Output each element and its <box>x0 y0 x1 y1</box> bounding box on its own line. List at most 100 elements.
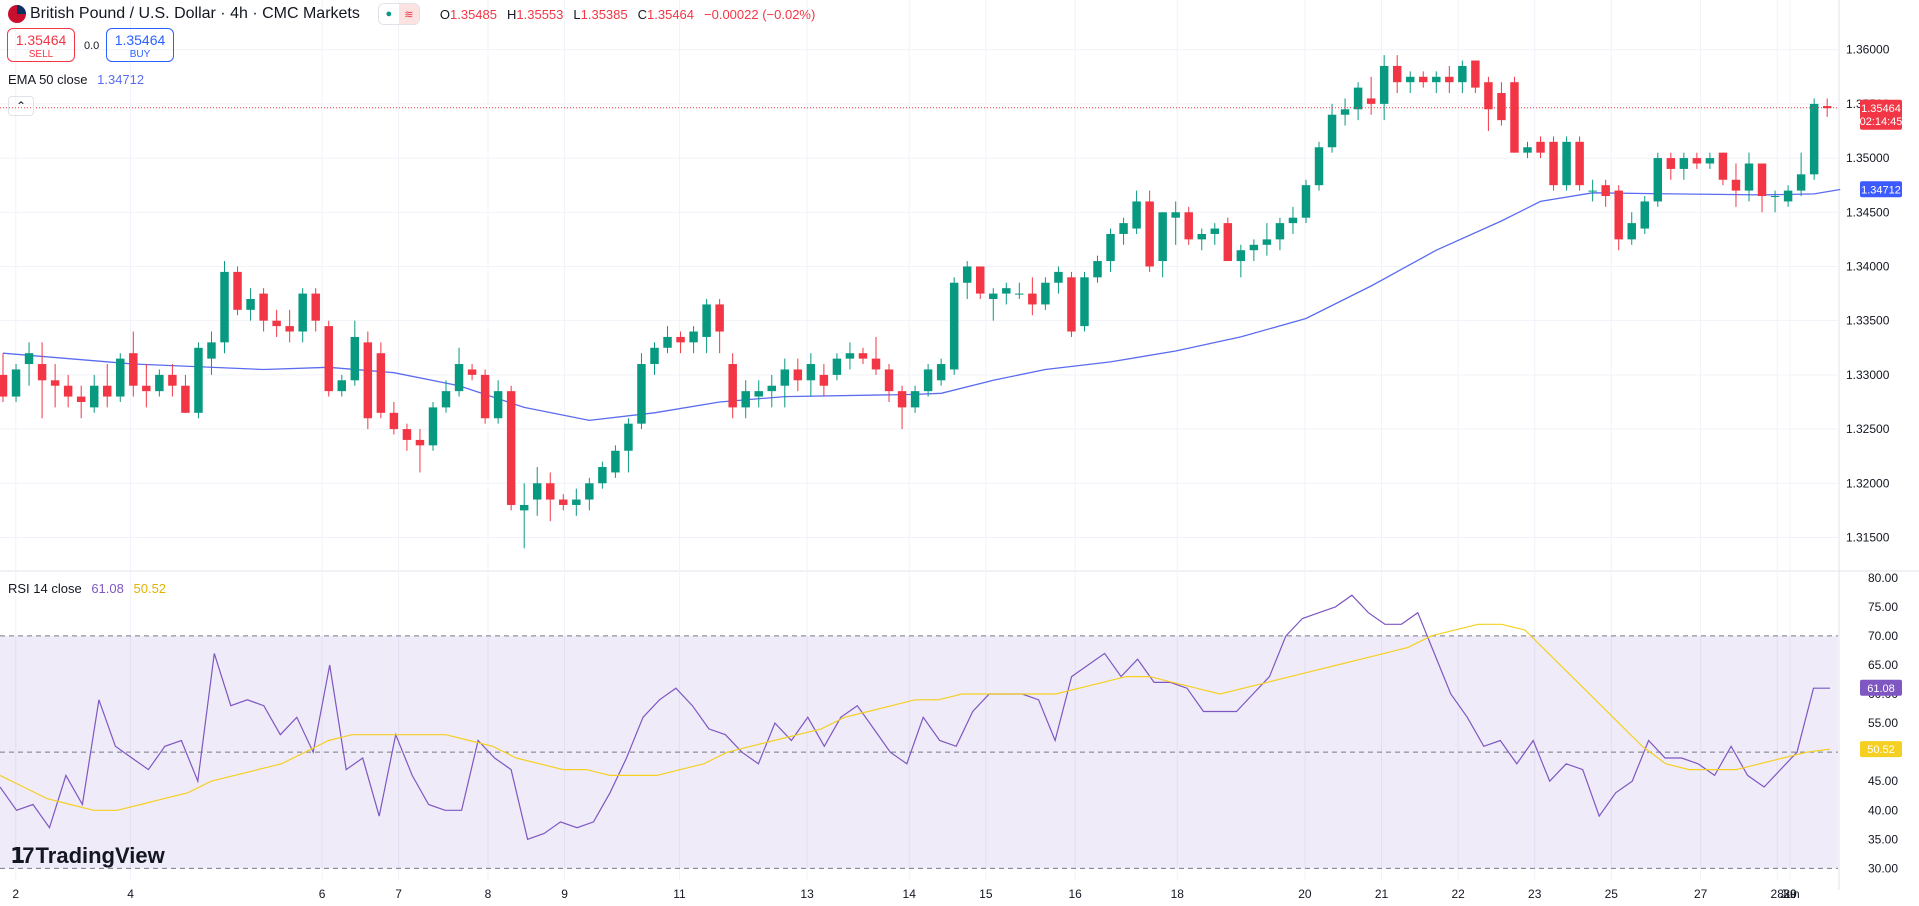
candle-body <box>1158 212 1167 262</box>
candle-body <box>1002 288 1011 294</box>
candle-body <box>663 336 672 348</box>
candle-body <box>1809 103 1819 175</box>
time-tick-label: 16 <box>1068 887 1082 901</box>
last-price-tag-bg <box>1860 99 1902 130</box>
candle-body <box>845 353 855 359</box>
candle-body <box>871 358 881 370</box>
price-tick-label: 1.33000 <box>1846 368 1890 382</box>
collapse-legend-button[interactable]: ⌃ <box>8 96 34 116</box>
candle-body <box>1822 106 1832 109</box>
candle-body <box>1705 158 1715 164</box>
market-status-pills[interactable]: ● ≋ <box>377 3 420 25</box>
candle-body <box>207 342 216 359</box>
ema-line <box>2 188 1841 422</box>
candle-body <box>1627 223 1636 240</box>
candle-body <box>311 293 320 321</box>
candle-body <box>1666 158 1676 169</box>
rsi-tick-label: 45.00 <box>1868 774 1898 788</box>
candle-body <box>1757 163 1767 197</box>
candle-body <box>89 385 99 408</box>
rsi-axis[interactable]: 80.0075.0070.0065.0060.0055.0050.0045.00… <box>1868 571 1898 876</box>
price-tick-label: 1.34000 <box>1846 259 1890 273</box>
rsi-legend[interactable]: RSI 14 close 61.08 50.52 <box>8 581 166 596</box>
rsi-ma-value-tag: 50.52 <box>1867 744 1895 756</box>
candle-body <box>194 347 203 413</box>
candle-body <box>715 304 724 332</box>
ema-price-tag-bg <box>1860 181 1902 198</box>
candle-body <box>350 336 360 381</box>
candle-body <box>0 374 8 397</box>
rsi-line <box>0 594 1830 841</box>
high-value: 1.35553 <box>516 6 564 22</box>
candle-body <box>129 353 138 386</box>
time-tick-label: 25 <box>1605 887 1619 901</box>
data-delay-icon[interactable]: ≋ <box>398 4 419 24</box>
candle-body <box>728 364 737 408</box>
candle-body <box>1236 250 1246 262</box>
candle-body <box>949 282 959 370</box>
rsi-tick-label: 65.00 <box>1868 658 1898 672</box>
buy-label: BUY <box>129 49 151 60</box>
candle-body <box>1210 228 1220 234</box>
ema-legend[interactable]: EMA 50 close 1.34712 <box>8 72 144 87</box>
time-tick-label: 2 <box>12 887 19 901</box>
candle-body <box>884 369 894 392</box>
candle-body <box>1744 163 1754 191</box>
candle-body <box>389 412 399 430</box>
time-tick-label: 11 <box>673 887 686 901</box>
candle-body <box>467 369 477 375</box>
open-value: 1.35485 <box>450 6 497 22</box>
buy-price: 1.35464 <box>114 32 166 48</box>
symbol-title[interactable]: British Pound / U.S. Dollar · 4h · CMC M… <box>30 5 360 22</box>
change-value: −0.00022 (−0.02%) <box>704 6 816 22</box>
candle-body <box>1653 158 1663 202</box>
candle-body <box>1640 201 1649 229</box>
buy-button[interactable]: 1.35464 BUY <box>106 28 174 62</box>
candle-body <box>754 391 763 397</box>
candle-body <box>519 504 529 511</box>
candle-body <box>1262 239 1272 245</box>
candle-body <box>741 391 750 408</box>
time-tick-label: Jun <box>1780 887 1799 901</box>
candle-body <box>1601 185 1610 197</box>
sell-label: SELL <box>28 49 54 60</box>
candle-body <box>1471 60 1480 88</box>
candle-body <box>910 391 920 408</box>
ema-legend-label: EMA 50 close <box>8 72 88 87</box>
candle-body <box>1692 158 1702 164</box>
candle-body <box>63 385 73 397</box>
chart-header: British Pound / U.S. Dollar · 4h · CMC M… <box>0 0 815 28</box>
rsi-tick-label: 55.00 <box>1868 716 1898 730</box>
ema-50-line <box>2 188 1841 422</box>
sell-button[interactable]: 1.35464 SELL <box>7 28 75 62</box>
candle-body <box>76 396 86 402</box>
candle-body <box>50 380 60 386</box>
candle-body <box>402 429 412 440</box>
candle-body <box>650 347 659 365</box>
candle-body <box>702 304 711 337</box>
candle-body <box>233 271 242 310</box>
candle-body <box>767 385 776 392</box>
candle-body <box>1054 271 1063 283</box>
candle-body <box>819 374 829 386</box>
candle-body <box>676 336 685 343</box>
candle-body <box>1015 293 1024 295</box>
price-tick-label: 1.32000 <box>1846 476 1890 490</box>
candle-body <box>1575 141 1584 186</box>
tradingview-logo[interactable]: 𝟭7 TradingView <box>10 843 165 869</box>
market-open-icon[interactable]: ● <box>378 4 399 24</box>
time-tick-label: 27 <box>1694 887 1708 901</box>
candle-body <box>611 450 620 473</box>
time-tick-label: 4 <box>127 887 134 901</box>
time-tick-label: 14 <box>903 887 917 901</box>
rsi-legend-label: RSI 14 close <box>8 581 82 596</box>
candle-body <box>598 467 607 484</box>
candle-body <box>1614 190 1623 240</box>
candle-body <box>441 391 451 408</box>
candle-body <box>1119 223 1128 234</box>
candle-body <box>962 266 972 283</box>
candle-body <box>1432 76 1441 83</box>
